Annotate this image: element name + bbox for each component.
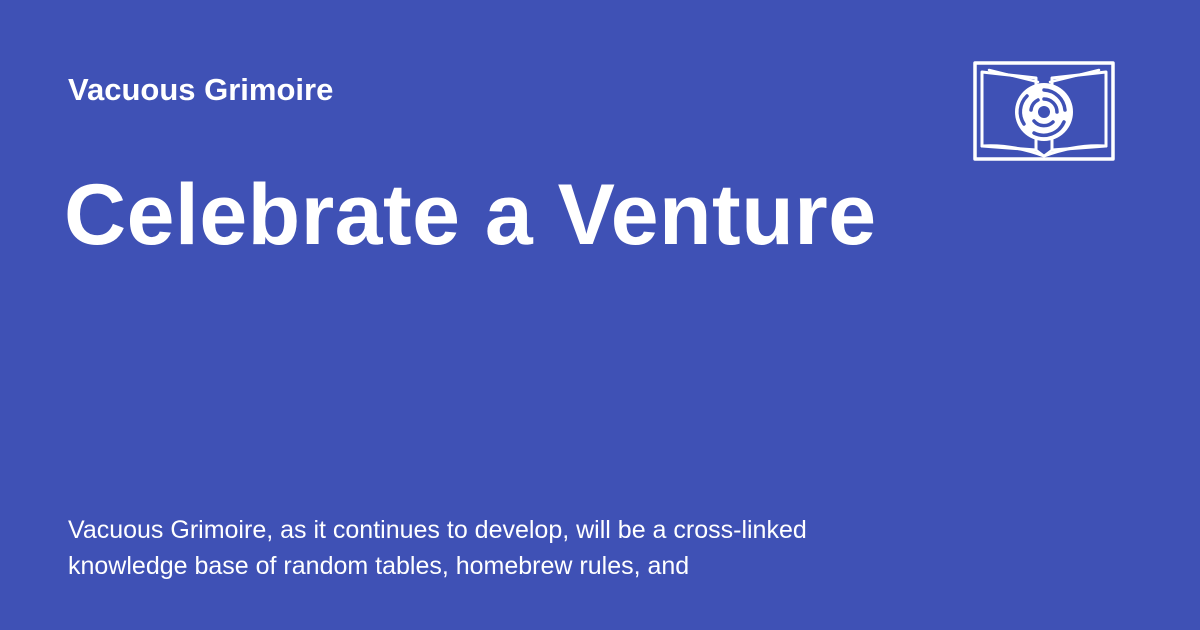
- site-name: Vacuous Grimoire: [68, 70, 333, 110]
- page-title: Celebrate a Venture: [64, 160, 877, 270]
- page-description: Vacuous Grimoire, as it continues to dev…: [68, 512, 928, 584]
- open-book-vortex-icon: [972, 60, 1116, 164]
